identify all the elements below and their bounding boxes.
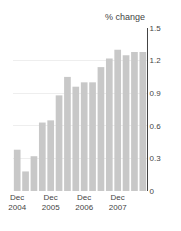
svg-text:0.3: 0.3 [150,154,162,163]
svg-text:Dec2007: Dec2007 [109,193,127,212]
svg-text:0: 0 [150,187,155,196]
svg-text:0.6: 0.6 [150,122,162,131]
svg-text:Dec2006: Dec2006 [75,193,93,212]
svg-text:0.9: 0.9 [150,89,162,98]
svg-text:1.5: 1.5 [150,24,162,33]
svg-text:Dec2005: Dec2005 [42,193,60,212]
svg-text:Dec2004: Dec2004 [8,193,26,212]
svg-text:% change: % change [105,12,145,22]
svg-text:1.2: 1.2 [150,56,162,65]
